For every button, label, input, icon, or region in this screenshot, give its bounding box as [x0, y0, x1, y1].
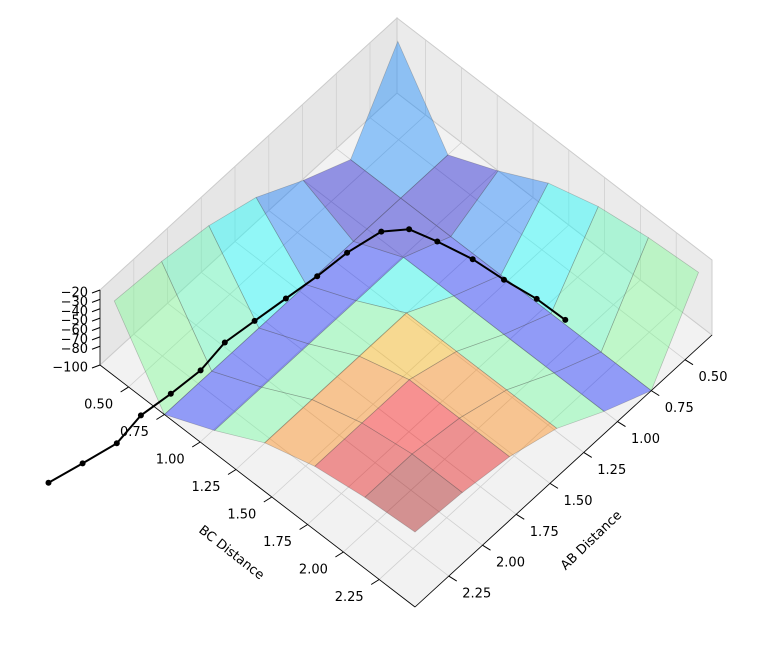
y-tick	[121, 387, 129, 392]
trajectory-point	[252, 318, 258, 324]
trajectory-point	[534, 296, 540, 302]
x-tick	[516, 514, 524, 519]
trajectory-point	[434, 239, 440, 245]
y-tick-label: 2.00	[299, 563, 328, 578]
z-tick	[92, 309, 100, 312]
y-tick	[264, 497, 272, 502]
trajectory-point	[470, 256, 476, 262]
x-tick	[584, 452, 592, 457]
z-tick-label: −80	[61, 342, 88, 357]
trajectory-point	[168, 391, 174, 397]
trajectory-point	[406, 226, 412, 232]
y-tick	[156, 415, 164, 420]
z-tick	[92, 318, 100, 321]
y-tick	[300, 525, 308, 530]
x-tick-label: 0.75	[665, 401, 694, 416]
trajectory-point	[138, 412, 144, 418]
x-tick	[651, 391, 659, 396]
trajectory-point	[314, 273, 320, 279]
x-tick-label: 2.00	[496, 556, 525, 571]
y-tick-label: 1.25	[192, 480, 221, 495]
y-tick	[192, 442, 200, 447]
x-tick	[483, 545, 491, 550]
z-tick	[92, 365, 100, 368]
y-tick-label: 0.50	[84, 398, 113, 413]
y-tick-label: 1.50	[227, 508, 256, 523]
x-tick-label: 1.25	[597, 463, 626, 478]
x-axis-title: AB Distance	[558, 508, 625, 574]
trajectory-point	[501, 277, 507, 283]
z-tick	[92, 337, 100, 340]
x-tick-label: 1.50	[564, 494, 593, 509]
z-tick	[92, 328, 100, 331]
y-tick	[228, 470, 236, 475]
z-tick	[92, 290, 100, 293]
trajectory-point	[222, 340, 228, 346]
z-tick	[92, 299, 100, 302]
trajectory-point	[344, 250, 350, 256]
trajectory-point	[283, 296, 289, 302]
x-tick-label: 2.25	[462, 587, 491, 602]
y-axis-title: BC Distance	[195, 523, 266, 583]
trajectory-point	[114, 440, 120, 446]
surface	[114, 41, 698, 532]
trajectory-point	[378, 229, 384, 235]
x-tick	[685, 360, 693, 365]
x-tick	[550, 483, 558, 488]
x-tick-label: 0.50	[699, 370, 728, 385]
x-tick	[618, 422, 626, 427]
x-tick-label: 1.00	[631, 432, 660, 447]
z-tick-label: −100	[52, 361, 88, 376]
chart: 0.50 0.75 1.00 1.25 1.50 1.75 2.00 2.25 0.50 0.75…	[0, 0, 760, 650]
trajectory-point	[562, 317, 568, 323]
y-tick-label: 0.75	[120, 425, 149, 440]
trajectory-point	[46, 480, 52, 486]
y-tick-label: 1.00	[156, 453, 185, 468]
y-tick-label: 1.75	[263, 535, 292, 550]
trajectory-point	[80, 460, 86, 466]
y-tick	[371, 580, 379, 585]
trajectory-point	[198, 367, 204, 373]
y-tick	[335, 552, 343, 557]
x-tick-label: 1.75	[530, 525, 559, 540]
x-tick	[449, 576, 457, 581]
y-tick-label: 2.25	[335, 590, 364, 605]
z-tick	[92, 346, 100, 349]
